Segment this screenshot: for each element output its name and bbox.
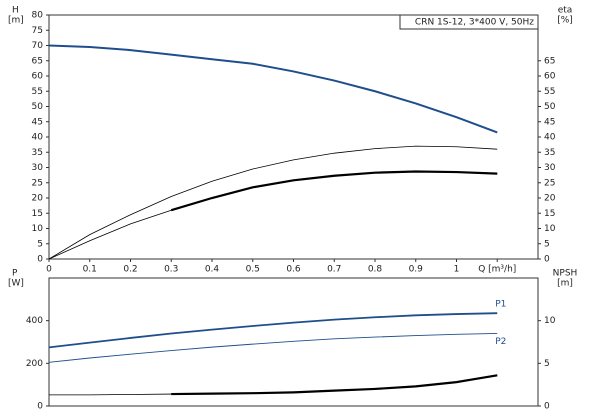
y2-tick-label: 65 [544, 56, 555, 66]
y-tick-label: 25 [32, 178, 43, 188]
x-tick-label: 0.1 [83, 265, 97, 275]
y-tick-label: 400 [26, 316, 43, 326]
x-tick-label: Q [m³/h] [478, 265, 516, 275]
curve [48, 333, 498, 363]
y2-tick-label: 5 [544, 359, 550, 369]
y-axis-unit: [W] [8, 279, 24, 289]
x-tick-label: 0.2 [123, 265, 137, 275]
y2-tick-label: 60 [544, 72, 556, 82]
y2-axis-label: eta [558, 6, 573, 16]
y-tick-label: 200 [26, 359, 43, 369]
y-tick-label: 65 [32, 56, 43, 66]
x-tick-label: 0.5 [246, 265, 260, 275]
y-tick-label: 55 [32, 87, 43, 97]
curve [170, 170, 498, 212]
y2-tick-label: 0 [544, 255, 550, 265]
y-tick-label: 45 [32, 117, 43, 127]
y-tick-label: 40 [32, 133, 44, 143]
series-label: P2 [495, 337, 506, 347]
x-tick-label: 1 [454, 265, 460, 275]
x-tick-label: 0.4 [205, 265, 220, 275]
x-tick-label: 0.7 [327, 265, 341, 275]
y-tick-label: 20 [32, 194, 44, 204]
y2-tick-label: 20 [544, 194, 556, 204]
y2-tick-label: 5 [544, 239, 550, 249]
y2-tick-label: 0 [544, 402, 550, 412]
y2-tick-label: 55 [544, 87, 555, 97]
y-tick-label: 70 [32, 41, 44, 51]
x-tick-label: 0.8 [368, 265, 383, 275]
y-tick-label: 75 [32, 26, 43, 36]
curve [48, 312, 498, 349]
y-tick-label: 15 [32, 209, 43, 219]
plot-frame [48, 277, 539, 407]
x-tick-label: 0.9 [409, 265, 424, 275]
plot-frame [48, 14, 539, 260]
y2-tick-label: 45 [544, 117, 555, 127]
y2-axis-label: NPSH [553, 269, 578, 279]
series-label: P1 [495, 300, 506, 310]
y2-tick-label: 15 [544, 209, 555, 219]
x-tick-label: 0.6 [286, 265, 301, 275]
curve [48, 44, 498, 134]
y-tick-label: 10 [32, 224, 44, 234]
y-tick-label: 35 [32, 148, 43, 158]
curve [171, 374, 498, 396]
y-tick-label: 30 [32, 163, 44, 173]
x-tick-label: 0.3 [164, 265, 178, 275]
y2-tick-label: 10 [544, 316, 556, 326]
y2-axis-unit: [%] [557, 16, 573, 26]
curve [48, 145, 498, 260]
y2-axis-unit: [m] [557, 279, 573, 289]
title-box [399, 14, 539, 30]
x-tick-label: 0 [46, 265, 52, 275]
y2-tick-label: 40 [544, 133, 556, 143]
y-axis-label: P [12, 269, 18, 279]
y2-tick-label: 25 [544, 178, 555, 188]
y-tick-label: 50 [32, 102, 44, 112]
y-tick-label: 0 [37, 255, 43, 265]
y-axis-unit: [m] [8, 16, 24, 26]
y-axis-label: H [12, 6, 19, 16]
y-tick-label: 5 [37, 239, 43, 249]
y-tick-label: 0 [37, 402, 43, 412]
y-tick-label: 80 [32, 11, 44, 21]
chart-title: CRN 1S-12, 3*400 V, 50Hz [415, 18, 534, 28]
y2-tick-label: 30 [544, 163, 556, 173]
y-tick-label: 60 [32, 72, 44, 82]
y2-tick-label: 35 [544, 148, 555, 158]
y2-tick-label: 50 [544, 102, 556, 112]
y2-tick-label: 10 [544, 224, 556, 234]
